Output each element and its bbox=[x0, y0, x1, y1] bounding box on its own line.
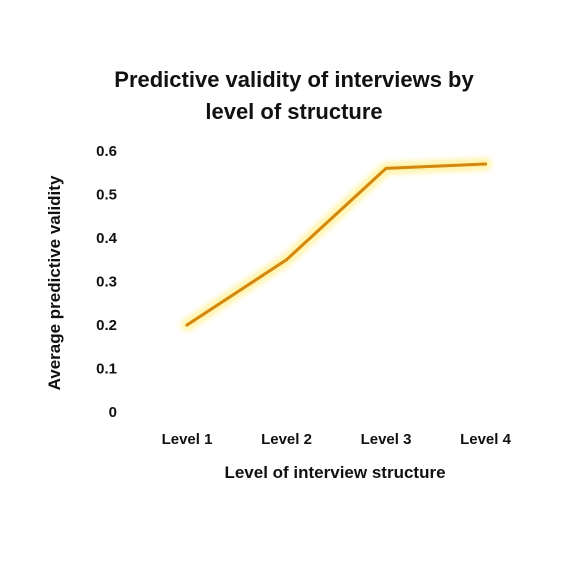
y-tick-label: 0 bbox=[109, 404, 117, 421]
data-point bbox=[285, 258, 288, 262]
y-tick-labels: 0 0.1 0.2 0.3 0.4 0.5 0.6 bbox=[96, 143, 118, 421]
y-tick-label: 0.5 bbox=[96, 187, 117, 204]
series-line-glow bbox=[181, 158, 492, 331]
x-tick-label: Level 4 bbox=[460, 431, 512, 448]
y-tick-label: 0.2 bbox=[96, 317, 117, 334]
y-tick-label: 0.4 bbox=[96, 230, 118, 247]
data-point bbox=[185, 323, 189, 327]
x-tick-label: Level 1 bbox=[162, 431, 213, 448]
data-point bbox=[384, 166, 388, 170]
x-tick-labels: Level 1 Level 2 Level 3 Level 4 bbox=[162, 431, 512, 448]
series-layer bbox=[181, 158, 492, 331]
chart-title-line-1: Predictive validity of interviews by bbox=[114, 67, 474, 92]
y-tick-label: 0.1 bbox=[96, 361, 117, 378]
x-tick-label: Level 2 bbox=[261, 431, 312, 448]
y-tick-label: 0.6 bbox=[96, 143, 117, 160]
y-axis-label: Average predictive validity bbox=[45, 175, 64, 390]
chart-title-line-2: level of structure bbox=[205, 99, 382, 124]
series-line bbox=[185, 162, 487, 327]
y-tick-label: 0.3 bbox=[96, 274, 117, 291]
x-axis-label: Level of interview structure bbox=[224, 463, 445, 482]
data-point bbox=[484, 162, 487, 166]
x-tick-label: Level 3 bbox=[361, 431, 412, 448]
